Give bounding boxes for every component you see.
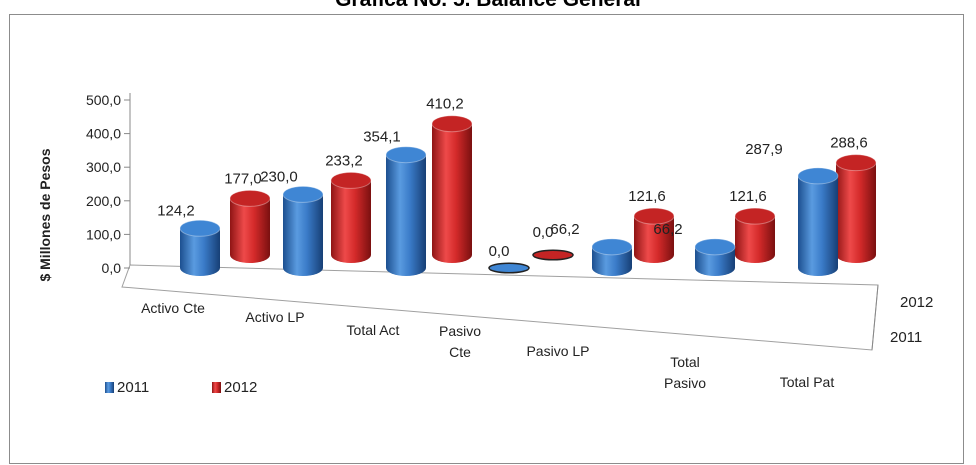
data-label-2012: 233,2 bbox=[325, 152, 363, 169]
y-axis-label: $ Millones de Pesos bbox=[37, 148, 53, 281]
depth-axis-line bbox=[871, 284, 879, 351]
data-label-2012: 288,6 bbox=[830, 135, 868, 152]
data-label-2011: 66,2 bbox=[550, 221, 579, 238]
data-label-2012: 0,0 bbox=[533, 224, 554, 241]
x-tick-label: Total Pat bbox=[780, 374, 835, 390]
floor-plane bbox=[121, 264, 879, 351]
bar-2011-3 bbox=[488, 262, 530, 274]
depth-label-2011: 2011 bbox=[890, 329, 922, 346]
data-label-2011: 124,2 bbox=[157, 202, 195, 219]
x-tick-label: Total Act bbox=[347, 322, 400, 338]
y-tick-label: 200,0 bbox=[86, 193, 121, 209]
y-tick-label: 100,0 bbox=[86, 226, 121, 242]
bar-2011-5 bbox=[694, 238, 736, 276]
bar-2012-6 bbox=[835, 154, 877, 263]
bar-2011-1 bbox=[282, 185, 324, 276]
svg-text:2011: 2011 bbox=[117, 379, 149, 396]
data-label-2011: 0,0 bbox=[489, 243, 510, 260]
data-label-2011: 66,2 bbox=[653, 221, 682, 238]
y-tick-label: 300,0 bbox=[86, 159, 121, 175]
chart-title: Grafica No. 5. Balance General bbox=[0, 0, 976, 12]
x-tick-label: Pasivo bbox=[664, 375, 706, 391]
y-tick-label: 500,0 bbox=[86, 92, 121, 108]
x-tick-label: Pasivo bbox=[439, 323, 481, 339]
y-tick-label: 400,0 bbox=[86, 126, 121, 142]
data-label-2012: 121,6 bbox=[729, 188, 767, 205]
y-tick-label: 0,0 bbox=[102, 260, 122, 276]
data-label-2012: 410,2 bbox=[426, 96, 464, 113]
balance-chart: $ Millones de Pesos 0,0 100,0 200,0 300,0 40… bbox=[37, 92, 933, 396]
bar-2012-1 bbox=[330, 171, 372, 263]
data-label-2011: 230,0 bbox=[260, 168, 298, 185]
bar-2011-4 bbox=[591, 238, 633, 276]
x-tick-label: Activo LP bbox=[245, 309, 304, 325]
x-tick-label: Cte bbox=[449, 344, 471, 360]
data-label-2012: 121,6 bbox=[628, 188, 666, 205]
bar-2012-3 bbox=[532, 249, 574, 261]
legend: 2011 2012 bbox=[105, 379, 257, 396]
bar-2011-0 bbox=[179, 219, 221, 276]
x-tick-label: Pasivo LP bbox=[526, 343, 589, 359]
legend-2011: 2011 bbox=[105, 379, 149, 396]
bar-2012-0 bbox=[229, 189, 271, 263]
data-label-2011: 287,9 bbox=[745, 141, 783, 158]
bar-2012-5 bbox=[734, 207, 776, 263]
bar-2012-4 bbox=[633, 207, 675, 263]
bar-2011-6 bbox=[797, 167, 839, 276]
data-label-2011: 354,1 bbox=[363, 129, 401, 146]
chart-frame: $ Millones de Pesos 0,0 100,0 200,0 300,0 40… bbox=[9, 14, 964, 464]
bar-2011-2 bbox=[385, 146, 427, 276]
x-tick-label: Activo Cte bbox=[141, 300, 205, 316]
x-tick-label: Total bbox=[670, 354, 700, 370]
svg-text:2012: 2012 bbox=[224, 379, 257, 396]
legend-2012: 2012 bbox=[212, 379, 257, 396]
data-label-2012: 177,0 bbox=[224, 170, 262, 187]
bar-2012-2 bbox=[431, 115, 473, 264]
depth-label-2012: 2012 bbox=[900, 294, 933, 311]
